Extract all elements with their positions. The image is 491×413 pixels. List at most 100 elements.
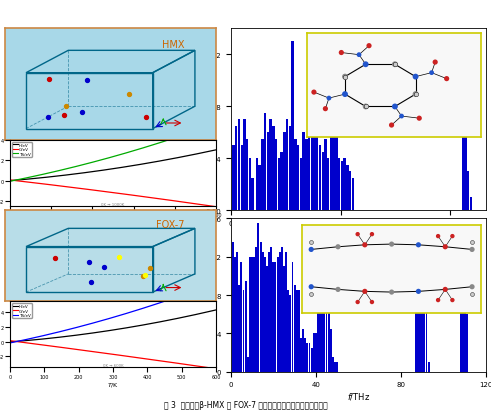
Bar [255, 247, 257, 372]
Bar [294, 139, 297, 211]
Point [115, 254, 123, 261]
Bar [272, 126, 274, 211]
Bar [462, 300, 464, 372]
Bar [311, 348, 313, 372]
Bar [277, 159, 280, 211]
Point [83, 78, 91, 84]
Bar [341, 161, 343, 211]
Bar [308, 343, 310, 372]
Bar [276, 257, 278, 372]
Bar [274, 262, 276, 372]
Point [62, 103, 70, 109]
Point [146, 266, 154, 272]
X-axis label: $f$/THz: $f$/THz [347, 390, 370, 401]
Bar [330, 329, 332, 372]
Bar [294, 286, 296, 372]
Bar [470, 198, 472, 211]
Bar [287, 290, 289, 372]
Text: 图 3  炸药晶体β-HMX 和 FOX-7 的声子态密度分布图与热力学参数: 图 3 炸药晶体β-HMX 和 FOX-7 的声子态密度分布图与热力学参数 [164, 400, 327, 409]
Bar [245, 281, 246, 372]
Bar [279, 252, 281, 372]
Point [139, 273, 147, 280]
Bar [315, 334, 317, 372]
Bar [466, 314, 468, 372]
Bar [319, 146, 321, 211]
Bar [251, 257, 253, 372]
Bar [238, 286, 240, 372]
Bar [243, 290, 245, 372]
Point [87, 280, 95, 286]
Point [84, 259, 92, 265]
Bar [464, 46, 467, 211]
Bar [262, 252, 264, 372]
Text: HMX: HMX [162, 40, 184, 50]
Bar [419, 252, 421, 372]
Bar [336, 362, 338, 372]
Bar [332, 120, 335, 211]
Bar [335, 133, 338, 211]
Bar [417, 295, 419, 372]
Bar [289, 126, 291, 211]
Bar [264, 113, 266, 211]
Bar [317, 295, 319, 372]
Text: FOX-7: FOX-7 [156, 220, 184, 230]
Point [51, 255, 59, 262]
Bar [297, 146, 300, 211]
Bar [316, 133, 319, 211]
Bar [330, 126, 332, 211]
Bar [241, 262, 243, 372]
Bar [460, 295, 462, 372]
Bar [421, 262, 423, 372]
Bar [296, 290, 298, 372]
Bar [273, 262, 274, 372]
Bar [319, 290, 321, 372]
Bar [266, 267, 268, 372]
Point [60, 113, 68, 119]
Bar [304, 338, 306, 372]
Bar [232, 146, 235, 211]
Text: 0K → 600K: 0K → 600K [103, 363, 123, 367]
Bar [270, 247, 272, 372]
Bar [275, 139, 277, 211]
Bar [289, 295, 291, 372]
Bar [257, 224, 259, 372]
Bar [426, 276, 428, 372]
Bar [291, 42, 294, 211]
Point [100, 264, 108, 271]
Bar [313, 334, 315, 372]
Bar [332, 357, 334, 372]
Bar [305, 139, 307, 211]
Y-axis label: 声子态密度
/(THz$^{-1}$): 声子态密度 /(THz$^{-1}$) [178, 104, 202, 136]
Bar [267, 133, 269, 211]
Bar [235, 126, 238, 211]
Bar [300, 338, 302, 372]
Bar [260, 243, 262, 372]
Bar [322, 152, 324, 211]
Bar [324, 139, 327, 211]
Bar [256, 159, 258, 211]
Bar [313, 113, 316, 211]
Bar [310, 126, 313, 211]
Bar [281, 247, 283, 372]
Bar [346, 165, 349, 211]
Bar [302, 133, 305, 211]
Bar [243, 120, 246, 211]
Bar [321, 300, 323, 372]
Bar [286, 120, 288, 211]
Bar [467, 172, 469, 211]
X-axis label: $T$/K: $T$/K [107, 219, 119, 227]
Bar [292, 262, 294, 372]
Bar [298, 290, 300, 372]
Bar [249, 257, 251, 372]
X-axis label: $f$/THz: $f$/THz [347, 229, 370, 240]
Point [45, 77, 53, 83]
Bar [324, 295, 326, 372]
Bar [258, 165, 261, 211]
Bar [249, 159, 251, 211]
Bar [251, 178, 254, 211]
Bar [462, 100, 464, 211]
Bar [306, 343, 308, 372]
Bar [285, 252, 287, 372]
X-axis label: $T$/K: $T$/K [107, 380, 119, 388]
Bar [327, 290, 329, 372]
